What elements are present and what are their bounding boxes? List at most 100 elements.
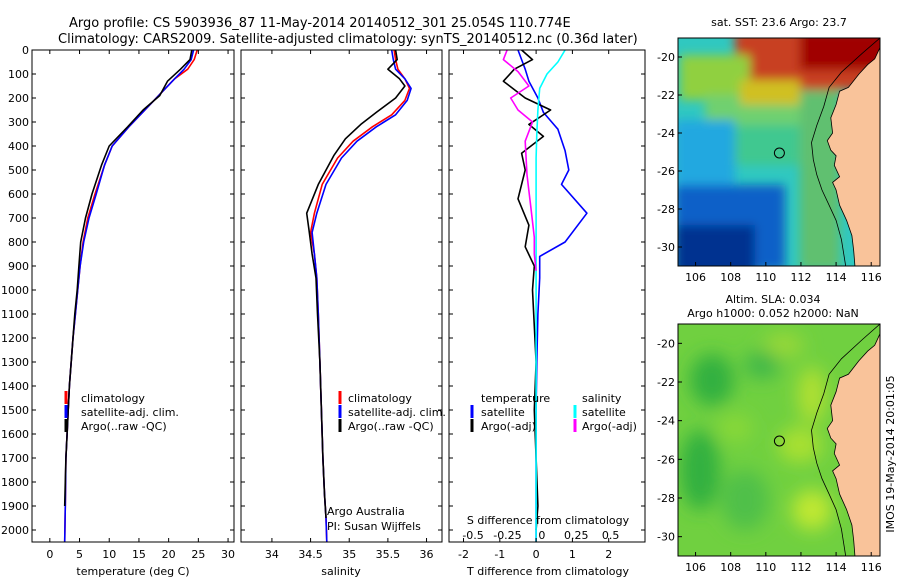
salinity-plot-frame — [240, 49, 443, 543]
y-tick-label: 700 — [8, 212, 29, 225]
sla-map-frame — [677, 323, 881, 557]
x-tick-label: 30 — [221, 548, 235, 561]
salinity-x-ticks: 34 34.5 35 35.5 36 — [265, 50, 434, 561]
salinity-y-tick-marks — [241, 49, 442, 531]
lon-tick-label: 114 — [826, 561, 847, 574]
legend-label-salinity-argo: Argo(-adj) — [582, 420, 637, 433]
series-line-1 — [63, 49, 195, 543]
difference-profile-panel: -2 -1 0 1 2 -0.5 -0.25 0 0.25 0.5 T difference f… — [448, 49, 646, 578]
s-difference-tick-label: 0.5 — [602, 529, 620, 542]
lon-tick-label: 110 — [755, 271, 776, 284]
salinity-x-label: salinity — [321, 565, 361, 578]
x-tick-label: 34.5 — [298, 548, 323, 561]
lat-tick-label: -24 — [657, 127, 675, 140]
difference-series-lines — [502, 49, 588, 542]
sst-map-lon-ticks: 106 108 110 112 114 116 — [685, 262, 882, 284]
y-tick-label: 1800 — [1, 476, 29, 489]
lon-tick-label: 108 — [720, 271, 741, 284]
y-tick-label: 800 — [8, 236, 29, 249]
sst-map-title: sat. SST: 23.6 Argo: 23.7 — [711, 16, 847, 29]
lon-tick-label: 110 — [755, 561, 776, 574]
temperature-legend: climatology satellite-adj. clim. Argo(..… — [64, 391, 179, 433]
lat-tick-label: -26 — [657, 165, 675, 178]
sst-map-argo-position — [773, 147, 785, 159]
legend-title-temperature: temperature — [481, 392, 550, 405]
float-owner-annotation: Argo Australia — [327, 505, 405, 518]
y-tick-label: 1700 — [1, 452, 29, 465]
legend-label-temperature-satellite: satellite — [481, 406, 525, 419]
series-line-3 — [502, 49, 537, 271]
imos-timestamp-stamp: IMOS 19-May-2014 20:01:05 — [884, 375, 897, 532]
s-difference-x-label: S difference from climatology — [467, 514, 630, 527]
legend-label-climatology: climatology — [348, 392, 412, 405]
sla-heatmap — [678, 324, 880, 556]
y-tick-label: 300 — [8, 116, 29, 129]
lon-tick-label: 116 — [861, 271, 882, 284]
x-tick-label: -1 — [494, 548, 505, 561]
sla-map-land — [826, 332, 880, 556]
lon-tick-label: 112 — [790, 271, 811, 284]
lon-tick-label: 108 — [720, 561, 741, 574]
y-tick-label: 500 — [8, 164, 29, 177]
sla-map-subtitle: Argo h1000: 0.052 h2000: NaN — [687, 307, 859, 320]
lat-tick-label: -26 — [657, 453, 675, 466]
sst-map-isobath — [811, 38, 880, 266]
sst-map-lat-ticks: -20 -22 -24 -26 -28 -30 — [657, 51, 682, 254]
y-tick-label: 400 — [8, 140, 29, 153]
legend-title-salinity: salinity — [582, 392, 622, 405]
x-tick-label: 20 — [162, 548, 176, 561]
x-tick-label: 36 — [420, 548, 434, 561]
sla-map-isobath — [811, 324, 880, 556]
series-line-2 — [63, 49, 193, 507]
y-tick-label: 1200 — [1, 332, 29, 345]
y-tick-label: 1900 — [1, 500, 29, 513]
y-tick-label: 900 — [8, 260, 29, 273]
figure-title-line-1: Argo profile: CS 5903936_87 11-May-2014 … — [69, 16, 571, 31]
sla-map-title: Altim. SLA: 0.034 — [725, 293, 820, 306]
y-tick-label: 200 — [8, 92, 29, 105]
x-tick-label: 2 — [605, 548, 612, 561]
lon-tick-label: 106 — [685, 561, 706, 574]
series-line-2 — [305, 49, 406, 519]
lat-tick-label: -28 — [657, 203, 675, 216]
s-difference-tick-label: 0.25 — [564, 529, 589, 542]
salinity-legend: climatology satellite-adj. clim. Argo(..… — [338, 391, 446, 433]
y-tick-label: 1300 — [1, 356, 29, 369]
salinity-series-lines — [305, 49, 412, 543]
legend-label-satellite-adj: satellite-adj. clim. — [348, 406, 446, 419]
difference-plot-frame — [448, 49, 646, 543]
lat-tick-label: -20 — [657, 337, 675, 350]
y-tick-label: 1600 — [1, 428, 29, 441]
legend-label-salinity-satellite: satellite — [582, 406, 626, 419]
temperature-profile-panel: 0 5 10 15 20 25 30 0 100 200 300 400 500 600 700 800 90… — [1, 44, 235, 578]
sst-heatmap — [678, 38, 880, 266]
legend-label-temperature-argo: Argo(-adj) — [481, 420, 536, 433]
x-tick-label: 15 — [132, 548, 146, 561]
y-tick-label: 1500 — [1, 404, 29, 417]
s-difference-tick-label: -0.5 — [462, 529, 483, 542]
lon-tick-label: 114 — [826, 271, 847, 284]
x-tick-label: 35.5 — [376, 548, 401, 561]
lon-tick-label: 106 — [685, 271, 706, 284]
sla-map-lat-ticks: -20 -22 -24 -26 -28 -30 — [657, 337, 682, 544]
series-line-0 — [517, 49, 588, 542]
figure-title-line-2: Climatology: CARS2009. Satellite-adjuste… — [58, 32, 638, 47]
s-difference-x-ticks: -0.5 -0.25 0 0.25 0.5 — [462, 529, 619, 542]
t-difference-x-label: T difference from climatology — [466, 565, 629, 578]
y-tick-label: 2000 — [1, 524, 29, 537]
series-line-0 — [309, 49, 411, 543]
legend-label-satellite-adj: satellite-adj. clim. — [81, 406, 179, 419]
lat-tick-label: -22 — [657, 89, 675, 102]
lat-tick-label: -22 — [657, 376, 675, 389]
temperature-plot-frame — [31, 49, 235, 543]
lat-tick-label: -20 — [657, 51, 675, 64]
temperature-x-ticks: 0 5 10 15 20 25 30 — [46, 50, 235, 561]
series-line-1 — [502, 49, 552, 531]
sla-map-argo-position — [773, 435, 785, 447]
x-tick-label: 0 — [46, 548, 53, 561]
temperature-series-lines — [63, 49, 198, 543]
legend-label-argo: Argo(..raw -QC) — [81, 420, 167, 433]
series-line-2 — [535, 49, 566, 542]
x-tick-label: 25 — [191, 548, 205, 561]
